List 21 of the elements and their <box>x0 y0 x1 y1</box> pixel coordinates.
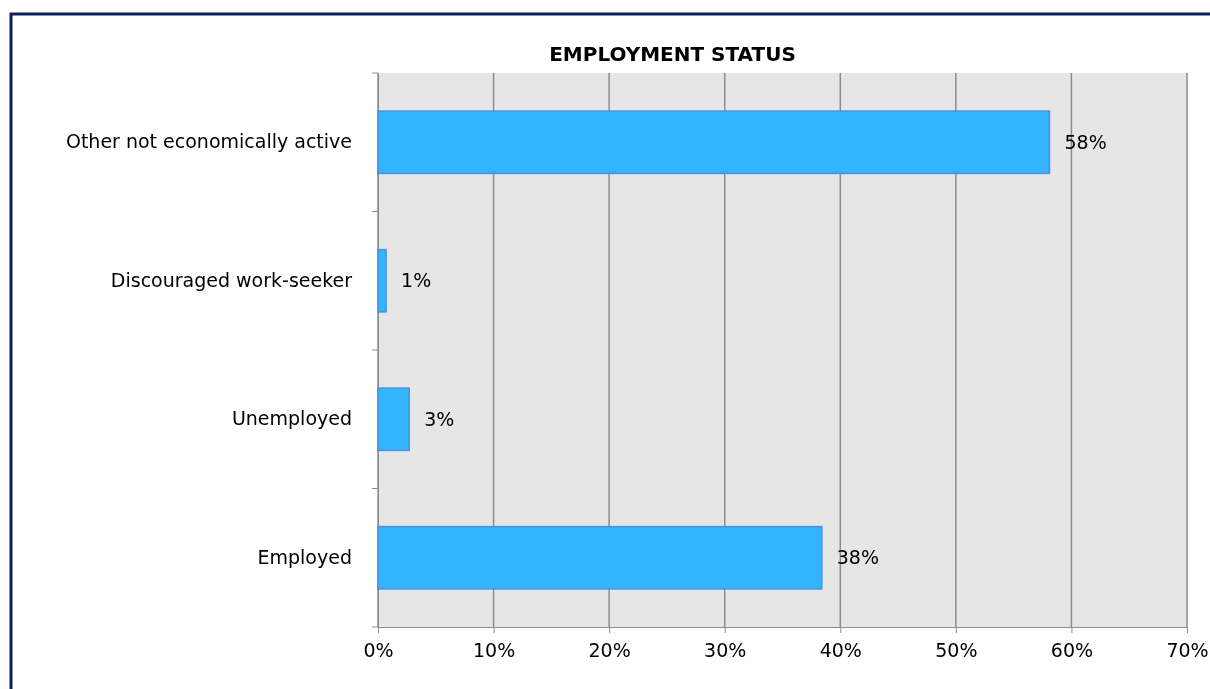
data-label: 58% <box>1064 130 1107 153</box>
data-label: 3% <box>424 407 455 430</box>
y-tick-label: Unemployed <box>231 407 352 430</box>
bar <box>377 110 1051 175</box>
bar <box>377 248 387 313</box>
x-tick-label: 10% <box>472 638 516 661</box>
data-label: 1% <box>401 269 432 292</box>
x-tick-label: 30% <box>704 638 747 661</box>
bar <box>377 387 410 452</box>
y-tick-label: Other not economically active <box>65 130 352 153</box>
y-tick-label: Employed <box>257 545 352 568</box>
x-tick-label: 70% <box>1166 638 1209 661</box>
x-tick-label: 0% <box>363 638 394 661</box>
x-tick-label: 40% <box>819 638 862 661</box>
bar <box>377 525 823 590</box>
y-tick-label: Discouraged work-seeker <box>110 268 353 291</box>
chart-title: EMPLOYMENT STATUS <box>549 42 796 66</box>
x-tick-label: 50% <box>935 638 978 661</box>
data-label: 38% <box>836 546 880 569</box>
x-tick-label: 60% <box>1050 638 1094 661</box>
x-tick-label: 20% <box>588 638 631 661</box>
